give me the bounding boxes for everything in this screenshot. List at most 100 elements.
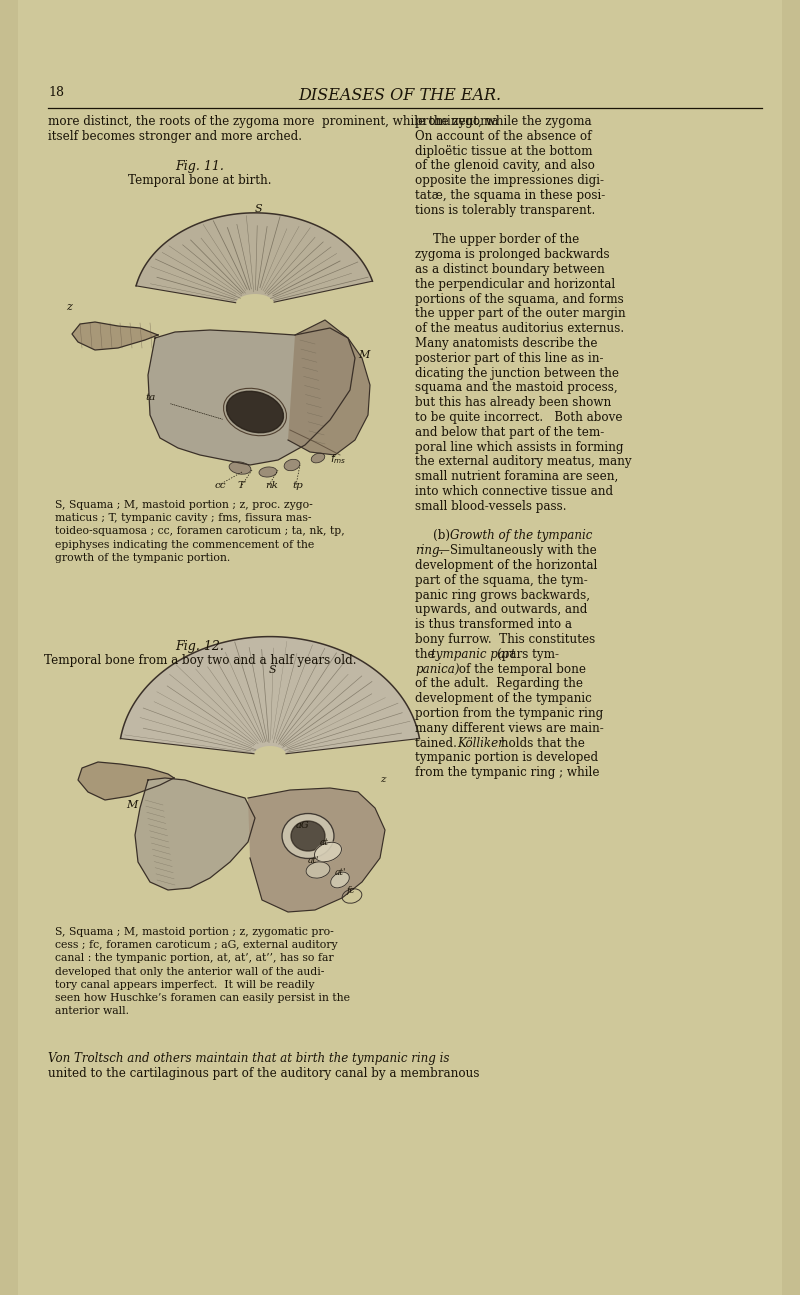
Polygon shape <box>72 322 158 350</box>
Text: 18: 18 <box>48 85 64 98</box>
Text: T: T <box>238 480 245 490</box>
Text: at': at' <box>335 868 346 877</box>
Text: at': at' <box>308 856 319 865</box>
Text: of the meatus auditorius externus.: of the meatus auditorius externus. <box>415 322 624 335</box>
Text: into which connective tissue and: into which connective tissue and <box>415 486 613 499</box>
Text: dicating the junction between the: dicating the junction between the <box>415 366 619 379</box>
Text: Kölliker: Kölliker <box>457 737 504 750</box>
Text: and below that part of the tem-: and below that part of the tem- <box>415 426 604 439</box>
Polygon shape <box>248 787 385 912</box>
Text: development of the tympanic: development of the tympanic <box>415 693 592 706</box>
Text: Temporal bone at birth.: Temporal bone at birth. <box>128 174 272 186</box>
Ellipse shape <box>229 462 251 474</box>
Text: toideo-squamosa ; cc, foramen caroticum ; ta, nk, tp,: toideo-squamosa ; cc, foramen caroticum … <box>48 526 345 536</box>
Text: tp: tp <box>292 480 302 490</box>
Text: S, Squama ; M, mastoid portion ; z, zygomatic pro-: S, Squama ; M, mastoid portion ; z, zygo… <box>48 927 334 938</box>
Text: the perpendicular and horizontal: the perpendicular and horizontal <box>415 278 615 291</box>
Ellipse shape <box>226 391 283 433</box>
Text: S, Squama ; M, mastoid portion ; z, proc. zygo-: S, Squama ; M, mastoid portion ; z, proc… <box>48 500 313 510</box>
Text: the: the <box>415 648 438 660</box>
Text: aG: aG <box>296 821 310 830</box>
Polygon shape <box>288 320 370 455</box>
Ellipse shape <box>284 460 300 470</box>
Ellipse shape <box>314 842 342 861</box>
Text: epiphyses indicating the commencement of the: epiphyses indicating the commencement of… <box>48 540 314 549</box>
Text: tatæ, the squama in these posi-: tatæ, the squama in these posi- <box>415 189 606 202</box>
Text: Fig. 11.: Fig. 11. <box>175 161 225 174</box>
Text: as a distinct boundary between: as a distinct boundary between <box>415 263 605 276</box>
Text: The upper border of the: The upper border of the <box>433 233 579 246</box>
Text: z: z <box>66 302 72 312</box>
Text: Temporal bone from a boy two and a half years old.: Temporal bone from a boy two and a half … <box>44 654 356 667</box>
Text: of the temporal bone: of the temporal bone <box>455 663 586 676</box>
Text: of the glenoid cavity, and also: of the glenoid cavity, and also <box>415 159 595 172</box>
Text: tions is tolerably transparent.: tions is tolerably transparent. <box>415 203 595 216</box>
Text: is thus transformed into a: is thus transformed into a <box>415 618 572 631</box>
Text: panic ring grows backwards,: panic ring grows backwards, <box>415 589 590 602</box>
Text: diploëtic tissue at the bottom: diploëtic tissue at the bottom <box>415 145 593 158</box>
Text: posterior part of this line as in-: posterior part of this line as in- <box>415 352 603 365</box>
Text: united to the cartilaginous part of the auditory canal by a membranous: united to the cartilaginous part of the … <box>48 1067 479 1080</box>
Text: ring.: ring. <box>415 544 443 557</box>
Text: canal : the tympanic portion, at, at’, at’’, has so far: canal : the tympanic portion, at, at’, a… <box>48 953 334 963</box>
Text: tained.: tained. <box>415 737 464 750</box>
Text: z: z <box>380 774 386 783</box>
Text: nk: nk <box>265 480 278 490</box>
Text: poral line which assists in forming: poral line which assists in forming <box>415 440 623 453</box>
Text: —Simultaneously with the: —Simultaneously with the <box>438 544 597 557</box>
Ellipse shape <box>282 813 334 859</box>
Text: to be quite incorrect.   Both above: to be quite incorrect. Both above <box>415 411 622 423</box>
Text: prominent, while the zygoma: prominent, while the zygoma <box>415 115 592 128</box>
Text: anterior wall.: anterior wall. <box>48 1006 129 1017</box>
Text: squama and the mastoid process,: squama and the mastoid process, <box>415 382 618 395</box>
Text: part of the squama, the tym-: part of the squama, the tym- <box>415 574 588 587</box>
Text: itself becomes stronger and more arched.: itself becomes stronger and more arched. <box>48 130 302 142</box>
Text: On account of the absence of: On account of the absence of <box>415 130 592 142</box>
Text: small nutrient foramina are seen,: small nutrient foramina are seen, <box>415 470 618 483</box>
Text: holds that the: holds that the <box>497 737 585 750</box>
Polygon shape <box>136 212 373 303</box>
Text: cess ; fc, foramen caroticum ; aG, external auditory: cess ; fc, foramen caroticum ; aG, exter… <box>48 940 338 951</box>
Text: Von Troltsch and others maintain that at birth the tympanic ring is: Von Troltsch and others maintain that at… <box>48 1052 450 1064</box>
Polygon shape <box>121 637 419 754</box>
Ellipse shape <box>291 821 325 851</box>
Text: but this has already been shown: but this has already been shown <box>415 396 611 409</box>
Text: of the adult.  Regarding the: of the adult. Regarding the <box>415 677 583 690</box>
Text: development of the horizontal: development of the horizontal <box>415 559 598 572</box>
Text: Growth of the tympanic: Growth of the tympanic <box>450 530 592 543</box>
Text: M: M <box>358 350 370 360</box>
Text: $f_{ms}$: $f_{ms}$ <box>330 452 346 466</box>
Text: S: S <box>268 666 276 675</box>
Text: many different views are main-: many different views are main- <box>415 721 604 734</box>
Text: tympanic portion is developed: tympanic portion is developed <box>415 751 598 764</box>
Text: more distinct, the roots of the zygoma more  prominent, while the zygoma: more distinct, the roots of the zygoma m… <box>48 115 498 128</box>
Polygon shape <box>148 328 355 465</box>
Text: M: M <box>126 800 138 809</box>
Text: bony furrow.  This constitutes: bony furrow. This constitutes <box>415 633 595 646</box>
Ellipse shape <box>311 453 325 462</box>
Text: seen how Huschke’s foramen can easily persist in the: seen how Huschke’s foramen can easily pe… <box>48 993 350 1004</box>
Text: ta: ta <box>145 392 155 401</box>
Text: tory canal appears imperfect.  It will be readily: tory canal appears imperfect. It will be… <box>48 980 314 989</box>
Polygon shape <box>78 761 174 800</box>
Text: Many anatomists describe the: Many anatomists describe the <box>415 337 598 350</box>
Bar <box>782 0 800 1295</box>
Text: cc: cc <box>215 480 226 490</box>
Ellipse shape <box>306 862 330 878</box>
Text: tympanic part: tympanic part <box>431 648 519 660</box>
Ellipse shape <box>330 872 350 888</box>
Text: zygoma is prolonged backwards: zygoma is prolonged backwards <box>415 249 610 262</box>
Text: the external auditory meatus, many: the external auditory meatus, many <box>415 456 632 469</box>
Text: portion from the tympanic ring: portion from the tympanic ring <box>415 707 603 720</box>
Text: panica): panica) <box>415 663 459 676</box>
Ellipse shape <box>259 467 277 477</box>
Text: fc: fc <box>347 886 355 895</box>
Text: maticus ; T, tympanic cavity ; fms, fissura mas-: maticus ; T, tympanic cavity ; fms, fiss… <box>48 513 311 523</box>
Text: DISEASES OF THE EAR.: DISEASES OF THE EAR. <box>298 88 502 105</box>
Text: developed that only the anterior wall of the audi-: developed that only the anterior wall of… <box>48 966 324 976</box>
Text: at: at <box>320 838 329 847</box>
Text: Fig. 12.: Fig. 12. <box>175 640 225 653</box>
Text: opposite the impressiones digi-: opposite the impressiones digi- <box>415 175 604 188</box>
Text: portions of the squama, and forms: portions of the squama, and forms <box>415 293 624 306</box>
Text: small blood-vessels pass.: small blood-vessels pass. <box>415 500 566 513</box>
